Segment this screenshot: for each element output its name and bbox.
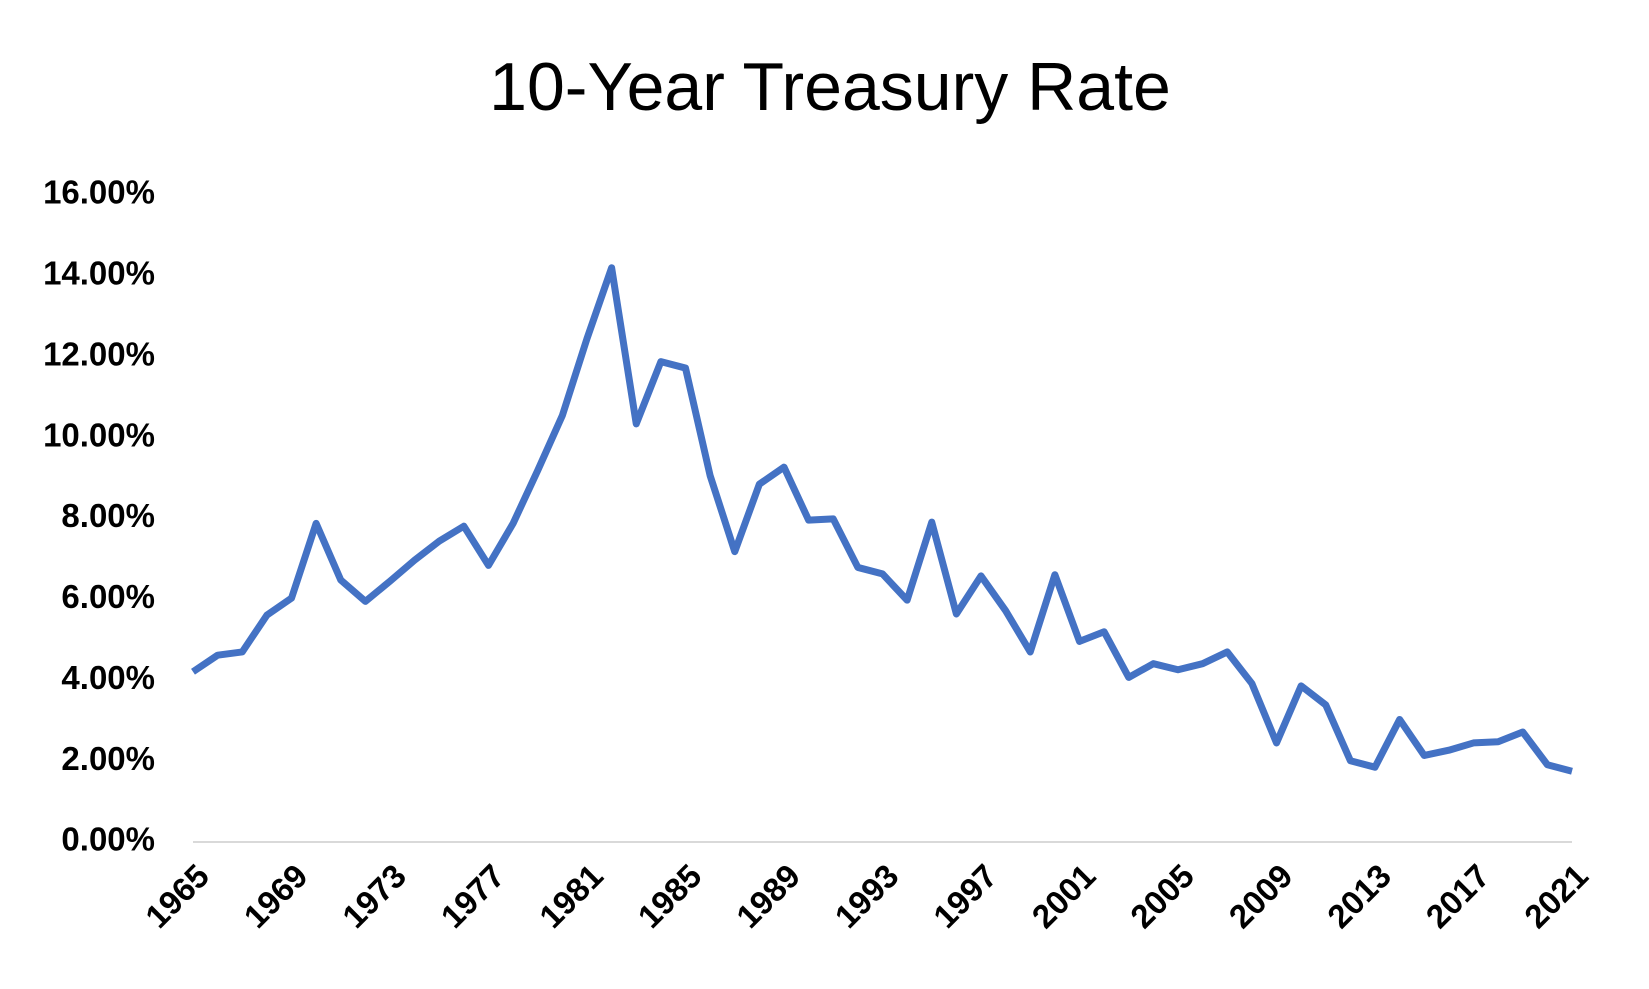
x-tick-label: 1969 [237, 857, 315, 935]
y-tick-label: 0.00% [61, 821, 155, 858]
y-tick-label: 4.00% [61, 659, 155, 696]
x-tick-label: 1965 [138, 857, 216, 935]
x-tick-label: 1997 [926, 857, 1004, 935]
x-tick-label: 2009 [1222, 857, 1300, 935]
x-tick-label: 1977 [434, 857, 512, 935]
x-tick-label: 2005 [1123, 857, 1201, 935]
y-tick-label: 10.00% [43, 416, 155, 453]
x-tick-label: 1981 [532, 857, 610, 935]
y-tick-label: 16.00% [43, 174, 155, 211]
chart-title: 10-Year Treasury Rate [489, 49, 1171, 125]
y-tick-label: 2.00% [61, 740, 155, 777]
x-tick-label: 2021 [1517, 857, 1595, 935]
x-tick-label: 2013 [1320, 857, 1398, 935]
x-tick-label: 1985 [631, 857, 709, 935]
y-tick-label: 12.00% [43, 335, 155, 372]
x-tick-label: 2001 [1025, 857, 1103, 935]
x-tick-label: 2017 [1419, 857, 1497, 935]
data-line [191, 264, 1573, 775]
x-tick-label: 1973 [335, 857, 413, 935]
y-tick-label: 6.00% [61, 578, 155, 615]
y-tick-label: 8.00% [61, 497, 155, 534]
x-tick-label: 1989 [729, 857, 807, 935]
x-tick-label: 1993 [828, 857, 906, 935]
y-tick-label: 14.00% [43, 255, 155, 292]
